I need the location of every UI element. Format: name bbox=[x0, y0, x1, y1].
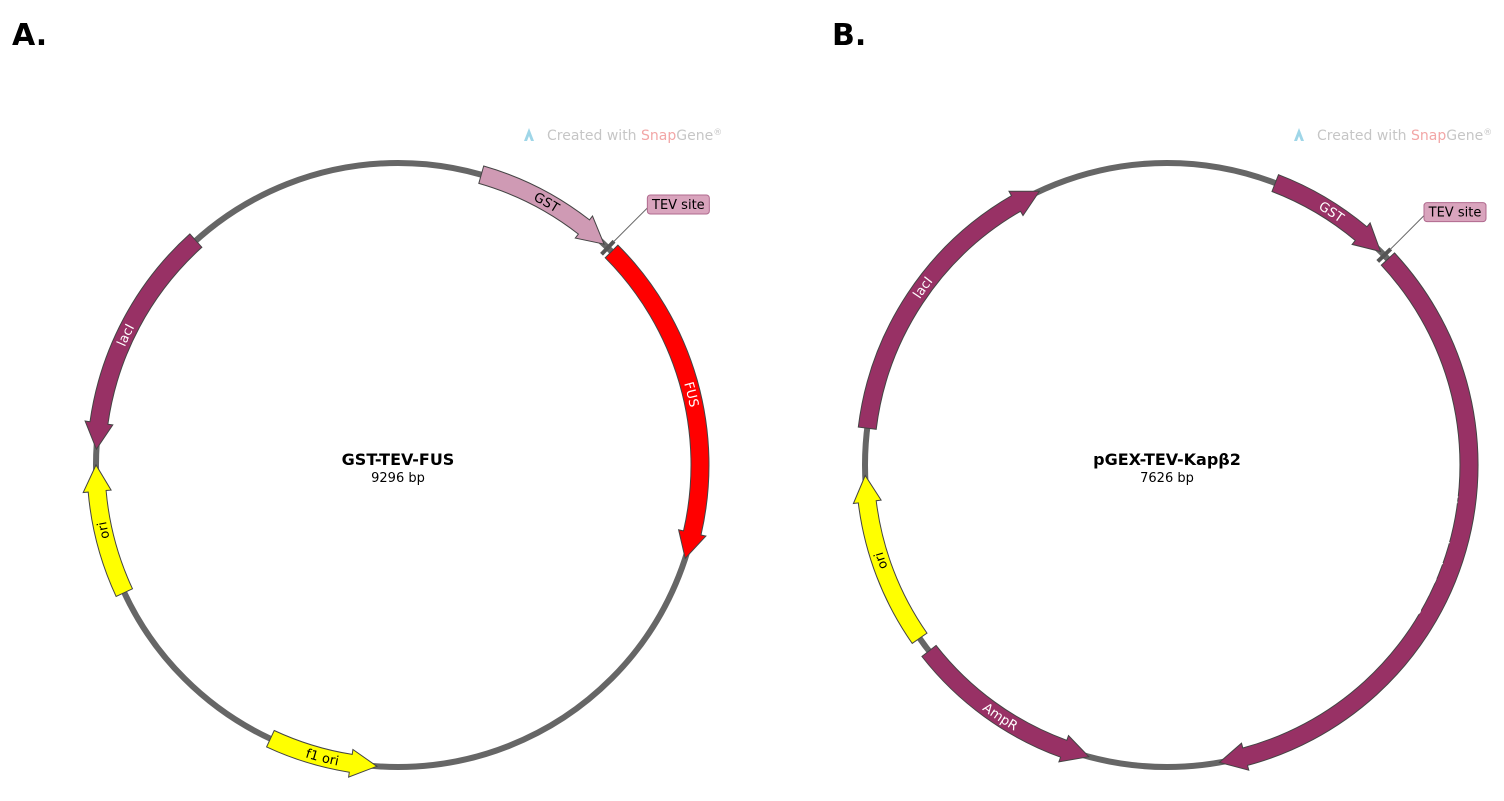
snapgene-logo-icon bbox=[1294, 128, 1304, 141]
feature-fus[interactable]: FUS bbox=[604, 244, 710, 560]
plasmid-name: pGEX-TEV-Kapβ2 bbox=[1093, 450, 1241, 469]
feature-gst[interactable]: GST bbox=[1271, 174, 1382, 253]
snapgene-watermark: Created with SnapGene® bbox=[524, 128, 722, 144]
tev-site-callout: TEV site bbox=[1376, 202, 1487, 263]
feature-arrow[interactable] bbox=[604, 244, 710, 560]
plasmid-length: 9296 bp bbox=[371, 471, 425, 486]
feature-label: ori bbox=[872, 550, 892, 571]
plasmid-name: GST-TEV-FUS bbox=[342, 450, 455, 469]
feature-arrow[interactable] bbox=[857, 190, 1041, 430]
panel-a-letter: A. bbox=[12, 18, 48, 53]
feature-kap[interactable]: Kayropherin-Beta 2 bbox=[1218, 252, 1479, 771]
feature-ori[interactable]: ori bbox=[852, 474, 928, 645]
snapgene-watermark: Created with SnapGene® bbox=[1294, 128, 1492, 144]
feature-ampr[interactable]: AmpR bbox=[921, 644, 1090, 763]
feature-label: ori bbox=[95, 520, 113, 540]
tev-leader-line bbox=[612, 205, 650, 243]
feature-arrow[interactable] bbox=[1218, 252, 1479, 771]
feature-arrow[interactable] bbox=[478, 165, 605, 245]
feature-laci[interactable]: lacI bbox=[857, 190, 1041, 430]
feature-arrow[interactable] bbox=[852, 474, 928, 645]
feature-arrow[interactable] bbox=[84, 233, 203, 451]
feature-arrow[interactable] bbox=[82, 463, 134, 598]
feature-arrow[interactable] bbox=[921, 644, 1090, 763]
tev-label-box bbox=[1423, 202, 1487, 223]
feature-label: FUS bbox=[680, 380, 701, 408]
tev-leader-line bbox=[1389, 213, 1427, 251]
feature-arrow[interactable] bbox=[265, 729, 378, 778]
watermark-text: Created with SnapGene® bbox=[1317, 128, 1492, 144]
plasmid-length: 7626 bp bbox=[1140, 471, 1194, 486]
feature-gst[interactable]: GST bbox=[478, 165, 605, 245]
tev-site-marker[interactable] bbox=[600, 239, 616, 256]
feature-f1ori[interactable]: f1 ori bbox=[265, 729, 378, 778]
panel-b-letter: B. bbox=[832, 18, 867, 53]
plasmid-map-a: lacI GST FUS f1 ori ori TEV site GST-TEV-FUS… bbox=[82, 128, 722, 778]
feature-arrow[interactable] bbox=[1271, 174, 1382, 253]
snapgene-logo-icon bbox=[524, 128, 534, 141]
tev-label-box bbox=[646, 194, 710, 215]
tev-site-callout: TEV site bbox=[600, 194, 710, 256]
feature-group: lacI GST FUS f1 ori ori bbox=[82, 165, 710, 778]
tev-site-label: TEV site bbox=[651, 198, 705, 213]
feature-laci[interactable]: lacI bbox=[84, 233, 203, 451]
tev-site-marker[interactable] bbox=[1376, 247, 1393, 263]
watermark-text: Created with SnapGene® bbox=[547, 128, 722, 144]
feature-ori[interactable]: ori bbox=[82, 463, 134, 598]
tev-site-label: TEV site bbox=[1428, 206, 1482, 221]
